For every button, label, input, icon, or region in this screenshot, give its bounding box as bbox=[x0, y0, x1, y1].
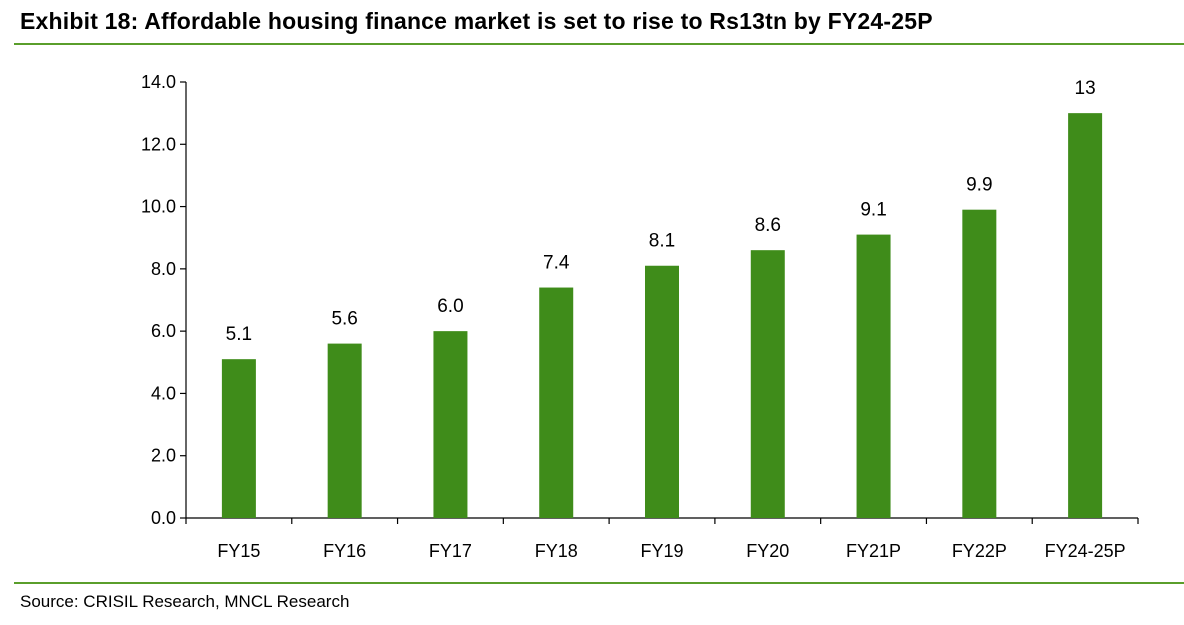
data-label: 9.1 bbox=[860, 200, 886, 221]
x-tick-label: FY20 bbox=[746, 541, 789, 561]
y-tick-label: 4.0 bbox=[151, 383, 176, 403]
source-divider bbox=[14, 582, 1184, 584]
y-tick-label: 12.0 bbox=[141, 134, 176, 154]
bar-chart: 0.0 2.0 4.0 6.0 8.0 10.0 12.0 14.0 FY15 FY16 FY17… bbox=[141, 72, 1139, 561]
y-tick-label: 10.0 bbox=[141, 197, 176, 217]
x-tick-label: FY15 bbox=[217, 541, 260, 561]
data-label: 5.1 bbox=[226, 324, 252, 345]
data-label: 9.9 bbox=[966, 175, 992, 196]
data-labels: 5.1 5.6 6.0 7.4 8.1 8.6 9.1 9.9 13 bbox=[226, 78, 1096, 345]
x-tick-label: FY17 bbox=[429, 541, 472, 561]
data-label: 13 bbox=[1075, 78, 1096, 99]
bar bbox=[539, 287, 574, 518]
x-tick-label: FY19 bbox=[640, 541, 683, 561]
bar bbox=[433, 331, 468, 518]
source-note: Source: CRISIL Research, MNCL Research bbox=[20, 592, 350, 611]
x-axis: FY15 FY16 FY17 FY18 FY19 FY20 FY21P FY22P FY24-2… bbox=[185, 517, 1139, 561]
data-label: 6.0 bbox=[437, 296, 463, 317]
x-tick-label: FY18 bbox=[535, 541, 578, 561]
page-title: Exhibit 18: Affordable housing finance m… bbox=[20, 8, 933, 34]
bar bbox=[221, 359, 256, 518]
y-tick-label: 2.0 bbox=[151, 446, 176, 466]
y-axis: 0.0 2.0 4.0 6.0 8.0 10.0 12.0 14.0 bbox=[141, 72, 187, 528]
y-tick-label: 6.0 bbox=[151, 321, 176, 341]
data-label: 8.1 bbox=[649, 231, 675, 252]
x-tick-label: FY16 bbox=[323, 541, 366, 561]
bar bbox=[856, 234, 891, 518]
x-tick-label: FY21P bbox=[846, 541, 901, 561]
y-tick-label: 14.0 bbox=[141, 72, 176, 92]
title-divider bbox=[14, 43, 1184, 45]
x-tick-label: FY22P bbox=[952, 541, 1007, 561]
y-tick-label: 8.0 bbox=[151, 259, 176, 279]
bar-series bbox=[221, 113, 1103, 519]
bar bbox=[645, 265, 679, 518]
bar bbox=[962, 209, 997, 518]
bar bbox=[750, 250, 785, 518]
x-tick-label: FY24-25P bbox=[1045, 541, 1126, 561]
data-label: 8.6 bbox=[755, 215, 781, 236]
y-tick-label: 0.0 bbox=[151, 508, 176, 528]
data-label: 7.4 bbox=[543, 253, 570, 274]
data-label: 5.6 bbox=[331, 309, 357, 330]
bar bbox=[327, 343, 362, 518]
bar bbox=[1068, 113, 1103, 519]
